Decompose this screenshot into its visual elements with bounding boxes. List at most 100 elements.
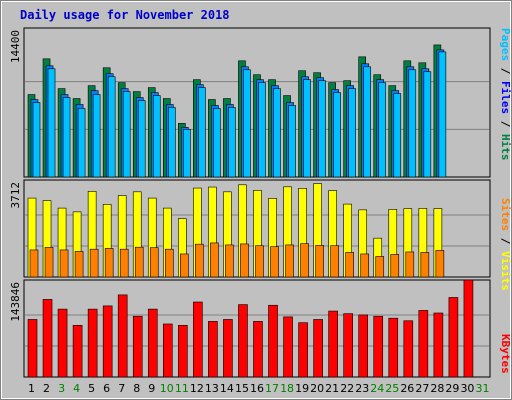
- bar-kbytes-day-26: [403, 320, 414, 378]
- day-label: 24: [370, 382, 384, 395]
- bar-sites-day-1: [29, 249, 39, 278]
- bar-pages-day-22: [348, 88, 356, 178]
- day-label: 16: [250, 382, 264, 395]
- bar-kbytes-day-15: [238, 304, 248, 378]
- day-label: 31: [475, 382, 489, 395]
- day-label: 10: [160, 382, 174, 395]
- day-label: 28: [430, 382, 444, 395]
- bar-kbytes-day-29: [448, 297, 459, 378]
- day-label: 5: [88, 382, 95, 395]
- bar-kbytes-day-9: [147, 308, 158, 378]
- bar-sites-day-12: [195, 243, 204, 278]
- day-label: 21: [325, 382, 339, 395]
- bar-kbytes-day-22: [343, 313, 353, 378]
- bar-sites-day-10: [164, 248, 174, 278]
- bar-kbytes-day-11: [178, 324, 188, 378]
- bar-kbytes-day-25: [388, 317, 399, 378]
- bar-sites-day-11: [180, 253, 189, 278]
- bar-sites-day-8: [134, 246, 144, 278]
- bar-pages-day-20: [318, 80, 326, 178]
- bar-pages-day-26: [408, 69, 417, 178]
- bar-kbytes-day-2: [42, 299, 53, 378]
- bar-sites-day-26: [405, 251, 415, 278]
- panel-bottom-legend-label: KBytes: [499, 334, 512, 374]
- bar-kbytes-day-5: [87, 308, 98, 378]
- bar-kbytes-day-27: [418, 310, 429, 378]
- bar-pages-day-21: [333, 92, 341, 178]
- bar-pages-day-5: [92, 94, 101, 178]
- bar-pages-day-15: [243, 69, 251, 178]
- bar-kbytes-day-20: [313, 319, 323, 378]
- day-label: 6: [103, 382, 110, 395]
- day-label: 26: [400, 382, 414, 395]
- bar-pages-day-25: [393, 93, 402, 178]
- bar-kbytes-day-6: [102, 305, 113, 378]
- bar-kbytes-day-7: [117, 294, 128, 378]
- bar-sites-day-3: [59, 249, 69, 278]
- bars: [27, 44, 474, 378]
- bar-pages-day-2: [47, 68, 56, 178]
- bar-sites-day-14: [225, 244, 234, 278]
- panel-bottom-ymax-label: 143846: [9, 282, 22, 322]
- bar-pages-day-18: [288, 105, 296, 178]
- bar-kbytes-day-24: [373, 315, 384, 378]
- day-label: 2: [43, 382, 50, 395]
- day-label: 30: [460, 382, 474, 395]
- bar-kbytes-day-3: [57, 308, 68, 378]
- bar-pages-day-13: [213, 108, 221, 178]
- panel-middle-legend-label: Sites / Visits: [499, 198, 512, 291]
- bar-pages-day-16: [258, 82, 266, 178]
- bar-sites-day-16: [255, 245, 264, 278]
- bar-kbytes-day-23: [358, 314, 369, 378]
- bar-pages-day-14: [228, 107, 236, 178]
- panel-top-legend-label: Pages / Files / Hits: [499, 28, 512, 161]
- day-label: 17: [265, 382, 279, 395]
- day-label: 22: [340, 382, 354, 395]
- bar-sites-day-5: [89, 248, 99, 278]
- bar-kbytes-day-16: [253, 321, 263, 378]
- day-label: 3: [58, 382, 65, 395]
- bar-sites-day-27: [420, 252, 430, 278]
- bar-pages-day-9: [152, 95, 161, 178]
- bar-pages-day-7: [122, 91, 131, 178]
- bar-sites-day-9: [149, 247, 159, 278]
- bar-sites-day-17: [270, 246, 279, 278]
- day-label: 11: [175, 382, 189, 395]
- panel-middle-ymax-label: 3712: [9, 182, 22, 209]
- day-label: 19: [295, 382, 309, 395]
- day-label: 20: [310, 382, 324, 395]
- bar-sites-day-19: [300, 243, 309, 278]
- day-label: 12: [190, 382, 204, 395]
- day-label: 8: [133, 382, 140, 395]
- bar-kbytes-day-4: [72, 324, 83, 378]
- day-label: 14: [220, 382, 234, 395]
- bar-pages-day-8: [137, 100, 146, 178]
- bar-sites-day-24: [375, 256, 385, 278]
- bar-pages-day-23: [363, 66, 372, 178]
- bar-sites-day-18: [285, 244, 294, 278]
- bar-kbytes-day-8: [132, 315, 143, 378]
- day-label: 18: [280, 382, 294, 395]
- bar-pages-day-4: [77, 108, 86, 178]
- bar-sites-day-21: [330, 245, 339, 278]
- bar-pages-day-19: [303, 79, 311, 178]
- bar-pages-day-6: [107, 76, 116, 178]
- bar-kbytes-day-1: [27, 319, 38, 378]
- bar-pages-day-3: [62, 97, 71, 178]
- panel-top-ymax-label: 14400: [9, 30, 22, 63]
- bar-sites-day-2: [44, 247, 54, 278]
- day-label: 15: [235, 382, 249, 395]
- bar-kbytes-day-28: [433, 312, 444, 378]
- bar-kbytes-day-17: [268, 304, 278, 378]
- bar-pages-day-24: [378, 82, 387, 178]
- bar-kbytes-day-19: [298, 322, 308, 378]
- bar-sites-day-13: [210, 242, 219, 278]
- bar-kbytes-day-14: [223, 319, 233, 378]
- bar-kbytes-day-10: [162, 323, 173, 378]
- bar-pages-day-17: [273, 88, 281, 178]
- bar-pages-day-27: [423, 71, 432, 178]
- bar-pages-day-10: [167, 107, 176, 178]
- bar-kbytes-day-12: [193, 301, 203, 378]
- day-label: 29: [445, 382, 459, 395]
- x-axis-day-labels: 1 2 3 4 5 6 7 8 9 10 11 12 13 14 15 16 17 18 19 20 21 22 23 24 2…: [28, 382, 489, 395]
